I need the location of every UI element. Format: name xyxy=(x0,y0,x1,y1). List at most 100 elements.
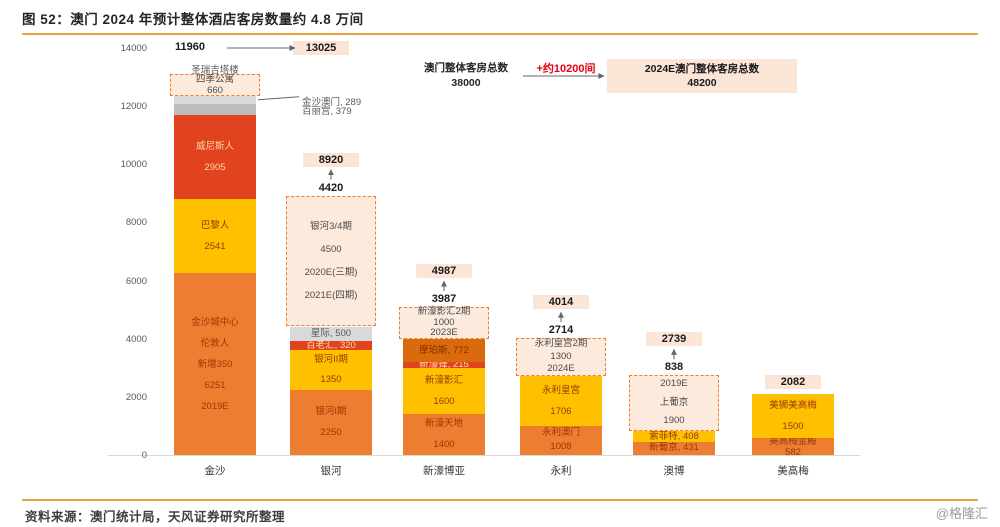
future-total-badge: 8920 xyxy=(303,152,359,167)
segment-label-line: 1500 xyxy=(782,421,804,433)
y-tick-label: 10000 xyxy=(120,159,147,171)
flow-from-value: 38000 xyxy=(451,77,481,89)
segment-label: 百老汇, 320 xyxy=(290,340,372,352)
connector-line xyxy=(257,96,300,101)
future-box: 新濠影汇2期 1000 2023E xyxy=(399,306,489,340)
future-box-line: 新濠影汇2期 xyxy=(417,306,471,318)
segment-label: 摩珀斯, 772 xyxy=(403,339,485,361)
segment-label-line: 索菲特, 408 xyxy=(649,430,699,442)
flow-to-label: 2024E澳门整体客房总数 xyxy=(644,63,760,75)
segment-label-line: 永利澳门 xyxy=(541,426,580,438)
segment-label-line: 新濠锋, 215 xyxy=(419,359,469,371)
bar-segment: 百老汇, 320 xyxy=(290,340,372,352)
segment-label: 威尼斯人 2905 xyxy=(174,115,256,199)
current-total-label: 3987 xyxy=(431,293,457,306)
bar-segment xyxy=(174,103,256,115)
future-box-line: 1300 xyxy=(550,350,572,362)
future-box: 2019E 上葡京 1900 xyxy=(629,375,719,431)
future-total-badge: 4987 xyxy=(416,264,472,279)
future-box-line: 4500 xyxy=(320,244,342,256)
segment-label-line: 巴黎人 xyxy=(200,220,230,232)
bar-segment: 威尼斯人 2905 xyxy=(174,114,256,200)
category-label: 美高梅 xyxy=(777,465,809,477)
segment-label-line: 新濠影汇 xyxy=(424,375,463,387)
future-box-line: 永利皇宫2期 xyxy=(534,338,588,350)
segment-label: 银河I期 2250 xyxy=(290,390,372,455)
category-label: 永利 xyxy=(550,465,572,477)
bar-segment: 索菲特, 408 xyxy=(633,430,715,443)
category-label: 新濠博亚 xyxy=(423,465,465,477)
x-axis-baseline xyxy=(108,455,860,456)
bar-segment: 金沙城中心 伦敦人 新增350 6251 2019E xyxy=(174,273,256,455)
flow-to-value: 48200 xyxy=(687,77,717,89)
bar-segment: 银河I期 2250 xyxy=(290,389,372,455)
segment-label-line: 威尼斯人 xyxy=(195,141,234,153)
future-box-line: 2020E(三期) xyxy=(304,267,358,279)
future-box: 四季公寓 660 xyxy=(170,73,260,96)
segment-label-line: 星际, 500 xyxy=(310,327,352,339)
bar-segment: 星际, 500 xyxy=(290,326,372,342)
segment-label-line: 永利皇宫 xyxy=(541,384,580,396)
figure-title: 图 52：澳门 2024 年预计整体酒店客房数量约 4.8 万间 xyxy=(22,12,364,27)
source-note: 资料来源：澳门统计局，天风证券研究所整理 xyxy=(25,510,286,524)
future-box: 永利皇宫2期 1300 2024E xyxy=(516,338,606,377)
bar-segment: 永利皇宫 1706 xyxy=(520,376,602,426)
segment-label-line: 1400 xyxy=(433,438,455,450)
future-box-line: 660 xyxy=(207,84,223,96)
bar-segment: 摩珀斯, 772 xyxy=(403,339,485,362)
segment-label: 永利澳门 1008 xyxy=(520,426,602,455)
bar-segment: 美狮美高梅 1500 xyxy=(752,394,834,439)
flow-to-box: 2024E澳门整体客房总数 48200 xyxy=(607,59,797,93)
segment-label: 永利皇宫 1706 xyxy=(520,376,602,426)
segment-label: 金沙城中心 伦敦人 新增350 6251 2019E xyxy=(174,273,256,455)
bar-segment xyxy=(174,95,256,104)
future-total-badge: 13025 xyxy=(293,41,349,55)
flow-from-label: 澳门整体客房总数 xyxy=(424,62,508,74)
segment-label-line: 银河II期 xyxy=(314,354,348,366)
bar-segment: 新濠锋, 215 xyxy=(403,359,485,371)
segment-label: 星际, 500 xyxy=(290,327,372,342)
current-total-badge: 2082 xyxy=(765,375,821,390)
segment-label-line: 2541 xyxy=(204,241,226,253)
bar-segment: 永利澳门 1008 xyxy=(520,425,602,455)
segment-label: 美高梅金殿 582 xyxy=(752,435,834,458)
y-tick-label: 6000 xyxy=(125,275,147,287)
segment-label-line: 新濠天地 xyxy=(424,418,463,430)
bar-segment: 新濠影汇 1600 xyxy=(403,367,485,415)
future-box-line: 2023E xyxy=(430,327,458,339)
future-box-line: 银河3/4期 xyxy=(310,221,352,233)
footer-divider xyxy=(22,499,978,501)
future-total-badge: 4014 xyxy=(533,295,589,310)
category-label: 金沙 xyxy=(204,465,226,477)
future-box-line: 上葡京 xyxy=(659,396,689,408)
segment-label-line: 1350 xyxy=(320,373,342,385)
segment-label-line: 1706 xyxy=(550,405,572,417)
segment-label-line: 美狮美高梅 xyxy=(769,400,817,412)
segment-label-line: 摩珀斯, 772 xyxy=(419,344,469,356)
segment-label-line: 美高梅金殿 xyxy=(769,435,817,447)
future-box: 银河3/4期 4500 2020E(三期) 2021E(四期) xyxy=(286,195,376,327)
future-box-line: 2021E(四期) xyxy=(304,290,358,302)
segment-label-line: 新葡京, 431 xyxy=(649,442,699,454)
flow-delta-label: +约10200间 xyxy=(536,63,596,75)
segment-label-line: 百老汇, 320 xyxy=(306,340,356,352)
segment-label-line: 1008 xyxy=(550,441,572,453)
future-box-line: 1000 xyxy=(433,316,455,328)
bar-segment: 银河II期 1350 xyxy=(290,350,372,390)
segment-callout: 百丽宫, 379 xyxy=(302,106,352,118)
y-tick-label: 0 xyxy=(141,450,147,461)
segment-label-line: 金沙城中心 xyxy=(191,316,239,328)
future-box-line: 2019E xyxy=(660,378,688,390)
segment-label-line: 银河I期 xyxy=(315,406,347,418)
segment-label: 新濠锋, 215 xyxy=(403,359,485,371)
segment-label-line: 2019E xyxy=(201,400,229,412)
current-total-label: 4420 xyxy=(318,181,344,194)
y-tick-label: 8000 xyxy=(125,217,147,229)
flow-from-block: 澳门整体客房总数 38000 xyxy=(410,61,522,91)
segment-label: 新葡京, 431 xyxy=(633,442,715,455)
current-total-label: 838 xyxy=(664,361,684,374)
segment-label-line: 582 xyxy=(785,446,801,458)
y-tick-label: 12000 xyxy=(120,101,147,113)
watermark: @格隆汇 xyxy=(935,506,988,521)
